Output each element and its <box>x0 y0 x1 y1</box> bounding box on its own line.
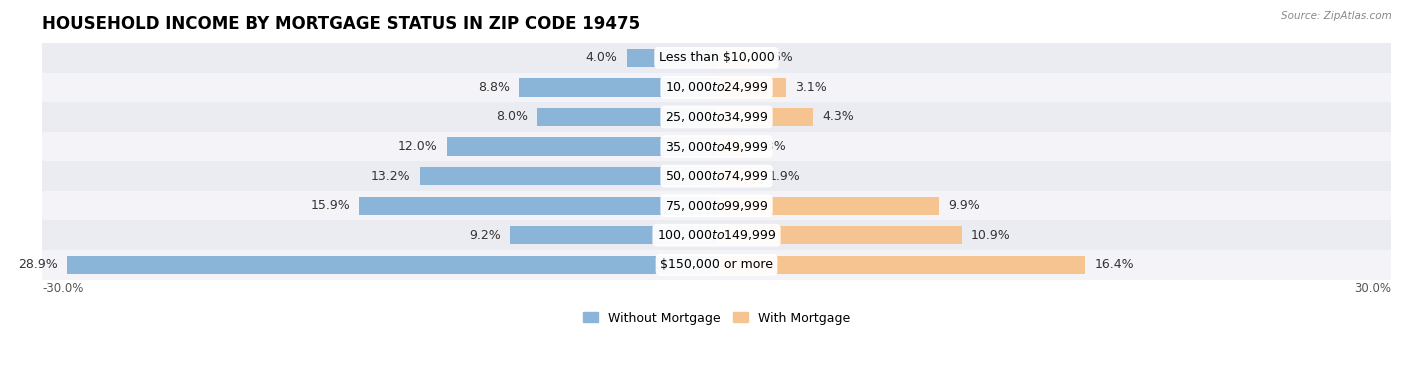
Text: 8.8%: 8.8% <box>478 81 510 94</box>
Bar <box>66 256 717 274</box>
Text: 30.0%: 30.0% <box>1354 282 1391 295</box>
Bar <box>717 49 752 67</box>
Bar <box>42 191 1391 220</box>
Text: 1.6%: 1.6% <box>762 51 793 64</box>
Bar <box>42 250 1391 280</box>
Text: HOUSEHOLD INCOME BY MORTGAGE STATUS IN ZIP CODE 19475: HOUSEHOLD INCOME BY MORTGAGE STATUS IN Z… <box>42 15 640 33</box>
Text: 8.0%: 8.0% <box>496 110 527 124</box>
Text: -30.0%: -30.0% <box>42 282 83 295</box>
Bar <box>420 167 717 185</box>
Text: $50,000 to $74,999: $50,000 to $74,999 <box>665 169 768 183</box>
Text: 9.2%: 9.2% <box>470 229 501 242</box>
Text: Less than $10,000: Less than $10,000 <box>658 51 775 64</box>
Text: 4.0%: 4.0% <box>586 51 617 64</box>
Text: $100,000 to $149,999: $100,000 to $149,999 <box>657 228 776 242</box>
Bar <box>42 132 1391 161</box>
Bar <box>717 197 939 215</box>
Text: 4.3%: 4.3% <box>823 110 853 124</box>
Bar <box>359 197 717 215</box>
Bar <box>717 137 745 156</box>
Text: $10,000 to $24,999: $10,000 to $24,999 <box>665 81 768 94</box>
Bar <box>717 226 962 245</box>
Legend: Without Mortgage, With Mortgage: Without Mortgage, With Mortgage <box>578 307 855 330</box>
Bar <box>717 78 786 96</box>
Bar <box>537 108 717 126</box>
Bar <box>42 161 1391 191</box>
Bar <box>510 226 717 245</box>
Text: 28.9%: 28.9% <box>18 258 58 271</box>
Text: 12.0%: 12.0% <box>398 140 437 153</box>
Bar <box>447 137 717 156</box>
Text: $35,000 to $49,999: $35,000 to $49,999 <box>665 139 768 153</box>
Text: 10.9%: 10.9% <box>970 229 1011 242</box>
Text: 9.9%: 9.9% <box>948 199 980 212</box>
Bar <box>42 220 1391 250</box>
Bar <box>42 102 1391 132</box>
Text: 13.2%: 13.2% <box>371 170 411 183</box>
Text: 1.9%: 1.9% <box>768 170 800 183</box>
Bar <box>519 78 717 96</box>
Text: $150,000 or more: $150,000 or more <box>659 258 773 271</box>
Bar <box>717 167 759 185</box>
Text: 1.3%: 1.3% <box>755 140 786 153</box>
Text: 3.1%: 3.1% <box>796 81 827 94</box>
Text: $25,000 to $34,999: $25,000 to $34,999 <box>665 110 768 124</box>
Bar <box>717 256 1085 274</box>
Bar <box>42 73 1391 102</box>
Text: 16.4%: 16.4% <box>1094 258 1133 271</box>
Text: 15.9%: 15.9% <box>311 199 350 212</box>
Bar <box>627 49 717 67</box>
Text: Source: ZipAtlas.com: Source: ZipAtlas.com <box>1281 11 1392 21</box>
Bar <box>717 108 813 126</box>
Bar <box>42 43 1391 73</box>
Text: $75,000 to $99,999: $75,000 to $99,999 <box>665 199 768 213</box>
